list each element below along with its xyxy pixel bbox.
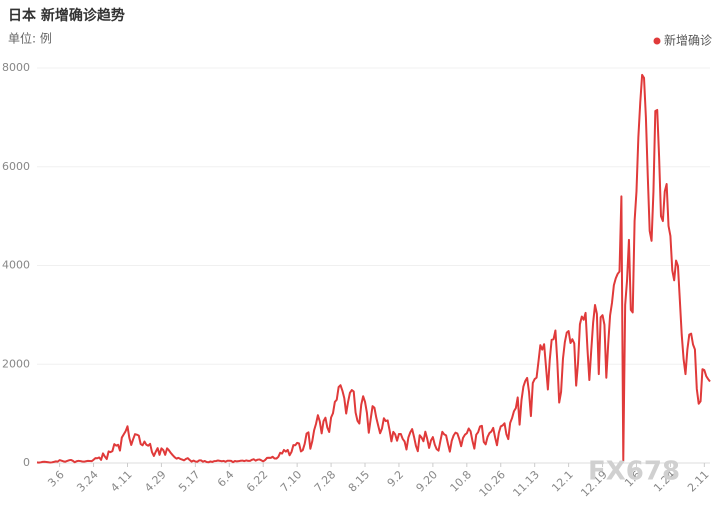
- legend-label: 新增确诊: [664, 33, 712, 48]
- x-tick-label: 12.1: [549, 468, 576, 495]
- chart-subtitle: 单位: 例: [8, 31, 52, 46]
- legend-marker: [653, 37, 661, 45]
- x-tick-label: 5.17: [176, 468, 203, 495]
- y-tick-label: 0: [23, 456, 30, 469]
- x-tick-label: 6.22: [244, 468, 271, 495]
- x-tick-label: 7.28: [312, 468, 339, 495]
- x-tick-label: 4.11: [108, 468, 135, 495]
- x-tick-label: 9.20: [414, 468, 441, 495]
- x-tick-label: 10.8: [448, 468, 475, 495]
- chart-title: 日本 新增确诊趋势: [8, 7, 125, 24]
- y-tick-label: 2000: [2, 357, 30, 370]
- x-tick-label: 7.10: [278, 468, 305, 495]
- x-tick-label: 6.4: [215, 468, 237, 490]
- line-series: [36, 73, 711, 464]
- x-tick-label: 2.11: [685, 468, 712, 495]
- x-tick-label: 4.29: [142, 468, 169, 495]
- y-tick-label: 8000: [2, 61, 30, 74]
- watermark: FX678: [588, 457, 680, 487]
- y-tick-label: 4000: [2, 259, 30, 272]
- x-tick-label: 10.26: [477, 468, 508, 499]
- x-tick-label: 8.15: [346, 468, 373, 495]
- x-tick-label: 9.2: [385, 468, 407, 490]
- x-tick-label: 11.13: [510, 468, 541, 499]
- x-tick-label: 3.6: [45, 468, 67, 490]
- y-tick-label: 6000: [2, 160, 30, 173]
- x-tick-label: 3.24: [74, 468, 101, 495]
